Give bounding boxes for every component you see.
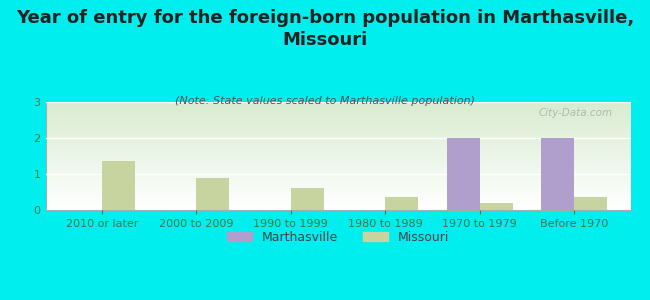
Bar bbox=[196, 178, 229, 210]
Bar bbox=[447, 138, 480, 210]
Bar bbox=[574, 197, 607, 210]
Bar bbox=[480, 203, 513, 210]
Legend: Marthasville, Missouri: Marthasville, Missouri bbox=[222, 226, 454, 249]
Text: City-Data.com: City-Data.com bbox=[539, 109, 613, 118]
Bar bbox=[291, 188, 324, 210]
Bar bbox=[385, 197, 418, 210]
Bar bbox=[102, 161, 135, 210]
Bar bbox=[541, 138, 574, 210]
Text: (Note: State values scaled to Marthasville population): (Note: State values scaled to Marthasvil… bbox=[175, 96, 475, 106]
Text: Year of entry for the foreign-born population in Marthasville,
Missouri: Year of entry for the foreign-born popul… bbox=[16, 9, 634, 49]
